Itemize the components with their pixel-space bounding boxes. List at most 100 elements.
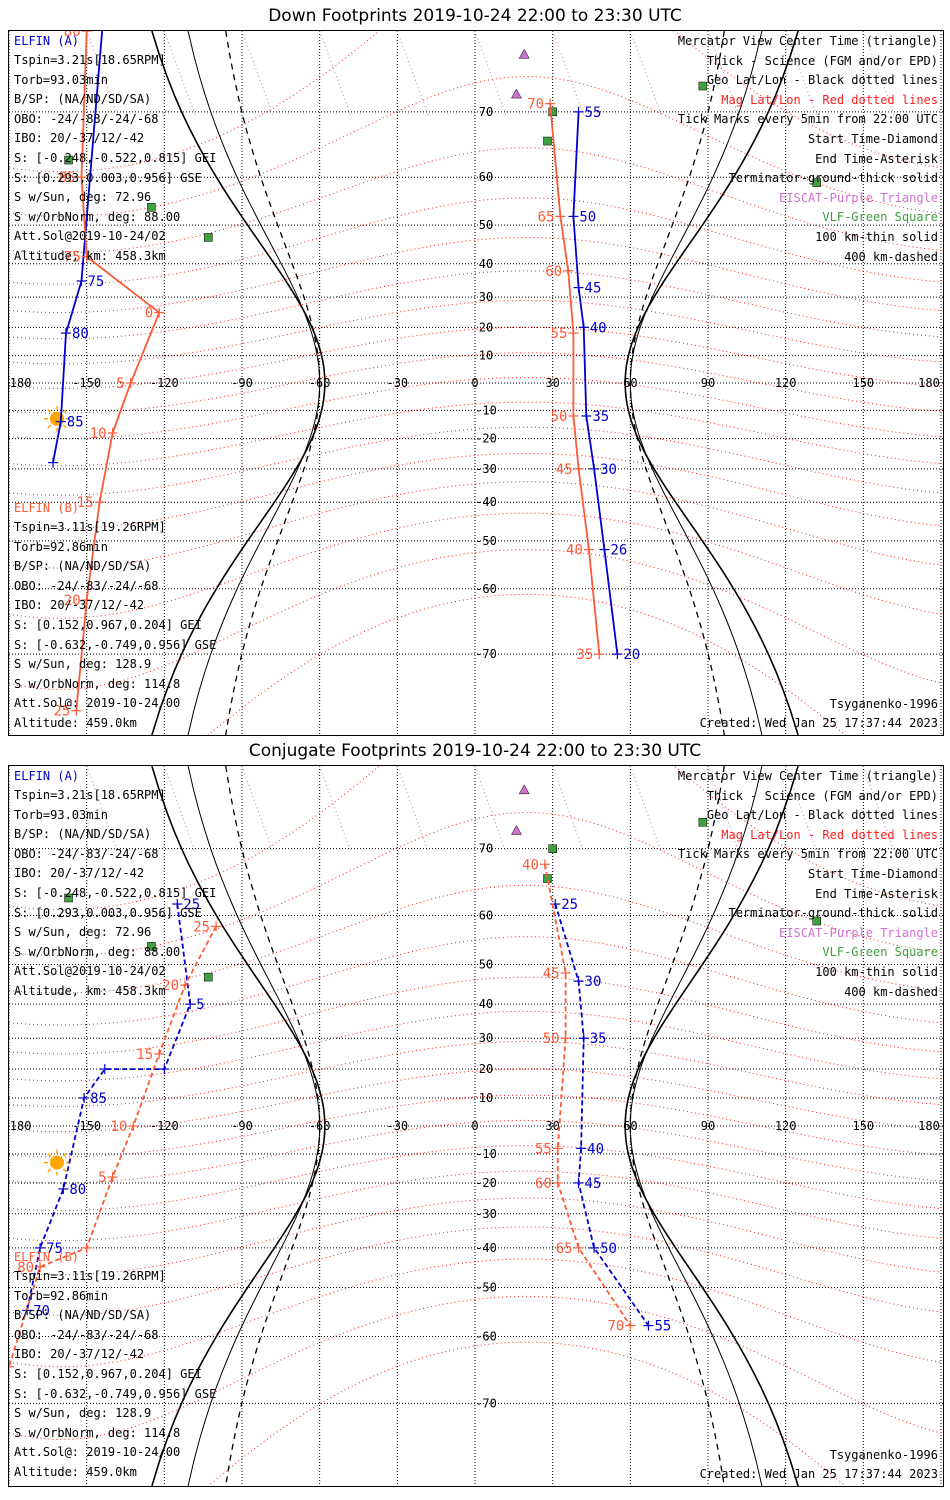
lon-tick-label: -60 — [309, 376, 331, 390]
eiscat-triangle — [518, 784, 530, 795]
legend-entry: End Time-Asterisk — [815, 151, 938, 166]
tick-label: 5 — [196, 997, 204, 1013]
top-elfin_b-lines-line: Altitude: 459.0km — [14, 715, 137, 730]
lat-tick-label: 60 — [479, 909, 493, 923]
mag-meridian — [552, 766, 585, 853]
vlf-square — [543, 136, 552, 146]
tick-label: 45 — [585, 1176, 602, 1192]
bottom-elfin_b-lines-line: S w/Sun, deg: 128.9 — [14, 1406, 152, 1421]
lat-tick-label: 40 — [479, 997, 493, 1011]
legend-entry: 400 km-dashed — [844, 984, 938, 999]
lat-tick-label: 30 — [479, 290, 493, 304]
tick-label: 45 — [556, 462, 573, 478]
tick-label: 25 — [193, 919, 210, 935]
mag-meridian — [241, 766, 274, 853]
mag-parallel — [9, 1170, 942, 1242]
bottom-elfin_b-lines-line: S w/OrbNorm, deg: 114.8 — [14, 1425, 181, 1440]
created-timestamp: Created: Wed Jan 25 17:37:44 2023 — [699, 716, 938, 730]
sun-ray — [62, 424, 67, 429]
tick-label: 65 — [538, 209, 555, 225]
bottom-elfin_a-lines-line: Att.Sol@2019-10-24/02 — [14, 964, 166, 979]
lat-tick-label: 50 — [479, 957, 493, 971]
terminator — [151, 31, 326, 735]
terminator — [225, 31, 321, 735]
tick-label: 10 — [110, 1119, 127, 1135]
mag-parallel — [9, 326, 942, 389]
mag-parallel — [9, 936, 942, 1026]
bottom-elfin_a-lines-line: Altitude, km: 458.3km — [14, 983, 166, 998]
lat-tick-label: -60 — [475, 1329, 497, 1343]
top-elfin_a-lines-line: OBO: -24/-83/-24/-68 — [14, 111, 159, 126]
mag-meridian — [396, 31, 429, 116]
legend-entry: Mag Lat/Lon - Red dotted lines — [721, 827, 938, 842]
bottom-elfin_b-lines-line: OBO: -24/-83/-24/-68 — [14, 1327, 159, 1342]
tick-label: 45 — [543, 966, 560, 982]
legend-entry: Geo Lat/Lon - Black dotted lines — [706, 73, 938, 88]
lon-tick-label: 120 — [775, 376, 797, 390]
lat-tick-label: -60 — [475, 582, 497, 596]
legend-entry: Thick - Science (FGM and/or EPD) — [706, 788, 938, 803]
lat-tick-label: 70 — [479, 842, 493, 856]
terminator — [629, 766, 725, 1486]
mag-meridian — [319, 31, 352, 116]
conjugate-footprints-svg: -180-150-120-90-60-300306090120150180706… — [9, 766, 943, 1486]
bottom-elfin_a-lines-line: OBO: -24/-83/-24/-68 — [14, 846, 159, 861]
top-elfin_b-lines-line: Tspin=3.11s[19.26RPM] — [14, 520, 166, 534]
tick-label: 15 — [77, 495, 94, 511]
lat-tick-label: -20 — [475, 1176, 497, 1190]
vlf-square — [812, 178, 821, 187]
tick-label: 15 — [136, 1047, 153, 1063]
sun-ray — [47, 409, 52, 413]
vlf-square — [698, 81, 708, 91]
vlf-square — [64, 155, 73, 165]
lon-tick-label: -120 — [150, 1119, 179, 1133]
lon-tick-label: 120 — [775, 1119, 797, 1133]
bottom-elfin_b-lines-line: IBO: 20/-37/12/-42 — [14, 1347, 145, 1362]
top-elfin_b-lines-line: Torb=92.86min — [14, 539, 108, 554]
tick-label: 50 — [579, 209, 596, 225]
lon-tick-label: -30 — [386, 1119, 408, 1133]
lon-tick-label: 0 — [471, 1119, 478, 1133]
tick-label: 45 — [585, 281, 602, 297]
mag-parallel — [9, 1226, 942, 1316]
tick-label: 5 — [116, 376, 124, 392]
tick-label: 40 — [566, 543, 583, 559]
elfin-b-track — [549, 103, 601, 655]
elfin-b-info: Tspin=3.11s[19.26RPM] Torb=92.86min B/SP: … — [14, 1267, 216, 1483]
lon-tick-label: -90 — [231, 1119, 253, 1133]
lon-tick-label: 180 — [918, 376, 940, 390]
top-elfin_b-lines-line: Att.Sol@: 2019-10-24/00 — [14, 696, 181, 711]
lat-tick-label: -10 — [475, 403, 497, 417]
bottom-elfin_b-lines-line: S: [-0.632,-0.749,0.956] GSE — [14, 1386, 217, 1401]
tick-label: 20 — [623, 647, 640, 663]
sun-ray — [47, 424, 52, 429]
mag-meridian — [396, 766, 429, 853]
legend-entry: Terminator-ground-thick solid — [728, 906, 938, 921]
tick-label: 80 — [64, 31, 81, 40]
mag-parallel — [9, 75, 942, 217]
legend-entry: Start Time-Diamond — [807, 131, 938, 146]
terminator — [151, 766, 326, 1486]
tick-label: 5 — [98, 1170, 106, 1186]
terminator — [624, 31, 799, 735]
mag-parallel — [9, 426, 942, 496]
mag-parallel — [9, 811, 942, 957]
lat-tick-label: 60 — [479, 170, 493, 184]
model-name: Tsyganenko-1996 — [829, 697, 938, 711]
mag-parallel — [9, 1119, 942, 1184]
elfin-a-info: Tspin=3.21s[18.65RPM] Torb=93.03min B/SP: … — [14, 51, 216, 267]
tick-label: 30 — [585, 974, 602, 990]
lat-tick-label: -70 — [475, 1396, 497, 1410]
top-elfin_b-lines-line: B/SP: (NA/ND/SD/SA) — [14, 559, 152, 574]
sun-ray — [62, 1152, 67, 1157]
mag-parallel — [9, 481, 942, 569]
tick-label: 50 — [600, 1241, 617, 1257]
bottom-elfin_a-lines-line: S w/Sun, deg: 72.96 — [14, 925, 152, 940]
legend-entry: Tick Marks every 5min from 22:00 UTC — [677, 112, 938, 127]
tick-label: 20 — [64, 593, 81, 609]
lat-tick-label: -20 — [475, 432, 497, 446]
mag-meridian — [785, 766, 818, 853]
elfin-a-label: ELFIN (A) — [14, 34, 80, 48]
mag-parallel — [9, 377, 942, 440]
mag-meridian — [474, 31, 507, 116]
